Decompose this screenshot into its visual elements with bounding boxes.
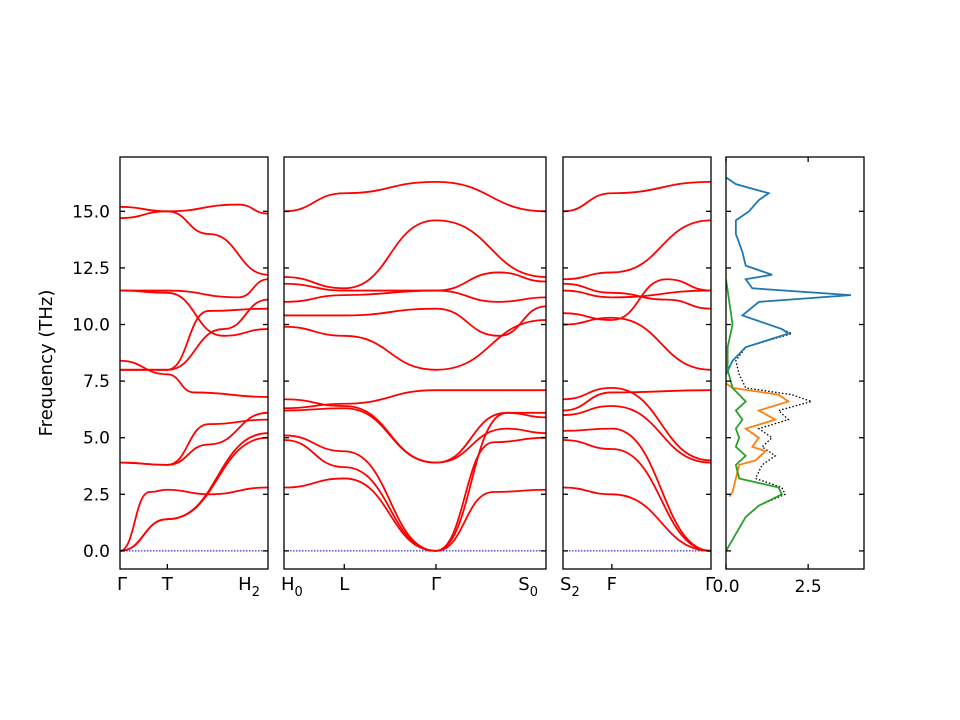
- plot-area: [563, 181, 711, 552]
- plot-area: [284, 181, 546, 552]
- phonon-band-7: [563, 316, 711, 371]
- qpoint-label: H2: [238, 574, 260, 600]
- phonon-band-12: [120, 203, 268, 215]
- phonon-band-3: [563, 427, 711, 552]
- phonon-band-6: [284, 389, 546, 410]
- panel-band-2: H0 L Γ S0: [281, 156, 547, 600]
- phonon-band-6: [120, 359, 268, 398]
- phonon-band-4: [563, 405, 711, 464]
- phonon-band-5: [563, 387, 711, 462]
- plot-area: [726, 176, 851, 552]
- partial-dos-line-2: [726, 382, 791, 498]
- phonon-band-2: [284, 436, 546, 552]
- phonon-band-7: [284, 319, 546, 371]
- phonon-band-8: [284, 305, 546, 337]
- phonon-band-4: [284, 407, 546, 464]
- phonon-band-5: [120, 418, 268, 466]
- x-tick-label: 2.5: [795, 577, 822, 597]
- qpoint-label: L: [339, 574, 349, 595]
- figure-panels: 0.02.55.07.510.012.515.0Γ T H2 H0 L Γ S0 S2 F Γ0.…: [72, 156, 865, 600]
- x-tick-label: 0.0: [712, 577, 739, 597]
- panel-band-3: S2 F Γ: [560, 156, 715, 600]
- y-tick-label: 10.0: [72, 316, 110, 336]
- phonon-band-5: [284, 398, 546, 464]
- panel-frame: [119, 156, 269, 570]
- phonon-band-3: [284, 411, 546, 552]
- phonon-band-1: [563, 486, 711, 552]
- phonon-band-6: [563, 389, 711, 412]
- y-tick-label: 2.5: [83, 485, 110, 505]
- qpoint-label: H0: [281, 574, 303, 600]
- qpoint-label: S2: [560, 574, 580, 600]
- phonon-band-9: [120, 289, 268, 337]
- phonon-band-10: [563, 282, 711, 310]
- phonon-band-12: [284, 181, 546, 213]
- phonon-band-11: [563, 219, 711, 281]
- phonon-band-2: [563, 439, 711, 552]
- y-tick-label: 5.0: [83, 429, 110, 449]
- phonon-band-2: [120, 436, 268, 552]
- y-tick-label: 15.0: [72, 202, 110, 222]
- y-tick-label: 7.5: [83, 372, 110, 392]
- qpoint-label: F: [607, 574, 617, 595]
- phonon-band-3: [120, 486, 268, 552]
- partial-dos-line-3: [726, 279, 784, 552]
- partial-dos-line-1: [726, 176, 851, 375]
- phonon-band-1: [284, 477, 546, 552]
- qpoint-label: Γ: [705, 574, 715, 595]
- plot-area: [120, 203, 268, 552]
- qpoint-label: Γ: [117, 574, 127, 595]
- qpoint-label: S0: [518, 574, 538, 600]
- phonon-band-10: [120, 278, 268, 299]
- phonon-band-9: [284, 289, 546, 303]
- qpoint-label: Γ: [431, 574, 441, 595]
- panel-frame: [283, 156, 547, 570]
- panel-dos: 0.0 2.5: [712, 156, 865, 597]
- phonon-band-1: [120, 432, 268, 552]
- phonon-band-11: [284, 219, 546, 290]
- phonon-band-8: [120, 298, 268, 371]
- phonon-band-8: [563, 278, 711, 321]
- total-dos-line: [726, 176, 851, 552]
- y-tick-label: 12.5: [72, 259, 110, 279]
- phonon-band-12: [563, 181, 711, 213]
- panel-frame: [725, 156, 865, 570]
- phonon-band-7: [120, 307, 268, 371]
- phonon-band-9: [563, 289, 711, 299]
- panel-frame: [562, 156, 712, 570]
- phonon-band-11: [120, 210, 268, 276]
- y-tick-label: 0.0: [83, 542, 110, 562]
- qpoint-label: T: [161, 574, 174, 595]
- phonon-band-10: [284, 271, 546, 292]
- y-axis-label: Frequency (THz): [36, 290, 57, 437]
- panel-band-1: 0.0 2.5 5.0 7.5 10.0 12.5 15.0 Γ T H2: [72, 156, 269, 600]
